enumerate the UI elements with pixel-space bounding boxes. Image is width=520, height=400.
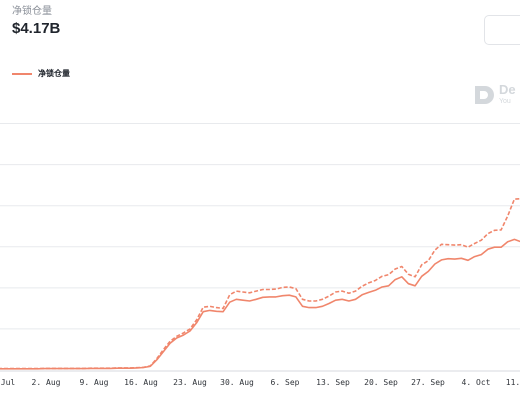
- x-axis-tick-labels: Jul 2. Aug 9. Aug 16. Aug 23. Aug 30. Aug 6. S…: [1, 378, 520, 387]
- legend-swatch: [12, 72, 32, 75]
- x-tick-label: 23. Aug: [173, 378, 207, 387]
- x-tick-label: 6. Sep: [271, 378, 300, 387]
- watermark-name: De: [499, 82, 516, 97]
- x-tick-label: 4. Oct: [462, 378, 491, 387]
- x-tick-label: 2. Aug: [32, 378, 61, 387]
- watermark-logo-icon: [475, 86, 494, 104]
- x-tick-label: 9. Aug: [80, 378, 109, 387]
- watermark-subtitle: You: [499, 98, 511, 105]
- grid-lines: [0, 123, 520, 372]
- chart-legend[interactable]: 净锁仓量: [12, 68, 70, 79]
- x-tick-label: 20. Sep: [364, 378, 398, 387]
- metric-header: 净锁仓量 $4.17B: [12, 6, 60, 38]
- series-line-solid: [0, 238, 520, 370]
- watermark: De You: [473, 82, 516, 108]
- metric-label: 净锁仓量: [12, 6, 52, 17]
- x-tick-label: Jul: [1, 378, 16, 387]
- x-tick-label: 27. Sep: [411, 378, 445, 387]
- series-lines: [0, 197, 520, 370]
- x-tick-label: 16. Aug: [124, 378, 158, 387]
- metric-value: $4.17B: [12, 20, 61, 37]
- series-line-dashed: [0, 197, 520, 370]
- x-tick-label: 30. Aug: [220, 378, 254, 387]
- legend-label: 净锁仓量: [38, 69, 70, 78]
- chart-options-button[interactable]: [484, 15, 520, 45]
- x-tick-label: 11.: [506, 378, 520, 387]
- x-tick-label: 13. Sep: [316, 378, 350, 387]
